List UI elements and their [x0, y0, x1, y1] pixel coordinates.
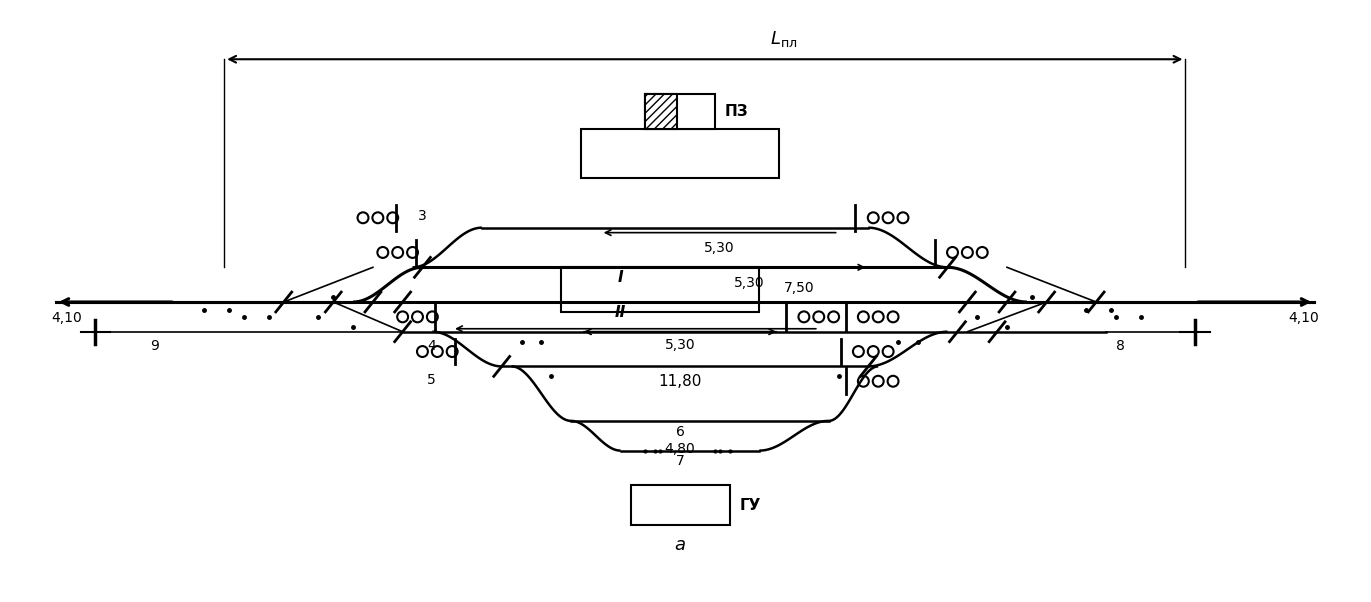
- Text: 9: 9: [151, 338, 159, 353]
- Text: ГУ: ГУ: [739, 498, 761, 512]
- Text: 4,10: 4,10: [1289, 311, 1319, 325]
- Text: 4,10: 4,10: [51, 311, 82, 325]
- Bar: [646, 94, 714, 129]
- Text: 4: 4: [428, 338, 436, 353]
- Text: 5: 5: [428, 373, 436, 387]
- Text: ПЗ: ПЗ: [725, 104, 749, 119]
- Text: 4,80: 4,80: [665, 442, 695, 456]
- Text: 7: 7: [676, 455, 684, 468]
- Text: 11,80: 11,80: [658, 374, 702, 389]
- Text: 5,30: 5,30: [705, 241, 735, 255]
- Bar: [646, 94, 676, 129]
- Text: 5,30: 5,30: [733, 276, 765, 290]
- Text: 3: 3: [418, 209, 426, 223]
- Text: 7,50: 7,50: [784, 281, 814, 295]
- Text: II: II: [616, 305, 627, 320]
- Text: $L_{\rm пл}$: $L_{\rm пл}$: [771, 29, 798, 49]
- Text: I: I: [618, 270, 624, 285]
- Text: 8: 8: [1116, 338, 1124, 353]
- Bar: [581, 129, 779, 178]
- Text: 5,30: 5,30: [665, 338, 695, 352]
- Bar: [631, 485, 729, 525]
- Bar: [561, 267, 760, 312]
- Text: 6: 6: [676, 425, 684, 439]
- Text: а: а: [675, 536, 686, 554]
